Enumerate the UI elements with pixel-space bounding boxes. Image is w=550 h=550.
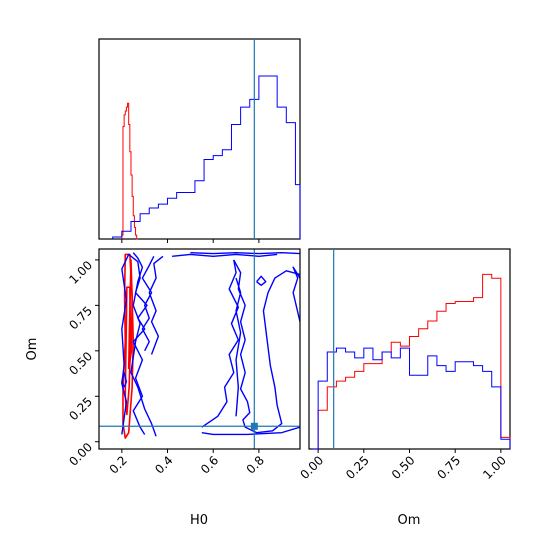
blue-contour-4 — [130, 252, 157, 437]
blue-contour-10 — [201, 259, 240, 428]
h0-axis-label: H0 — [190, 513, 208, 528]
blue-contour-15 — [201, 426, 300, 436]
om-marginal-tick-label: 0.00 — [297, 453, 326, 482]
om-marginal-tick-label: 0.25 — [343, 453, 372, 482]
h0-marginal-panel — [98, 38, 301, 243]
blue-contour-13 — [256, 275, 267, 287]
red-contour-2 — [127, 259, 133, 370]
h0-red-histogram — [121, 102, 138, 240]
h0-tick-label: 0.8 — [244, 453, 267, 476]
blue-contour-11 — [233, 259, 300, 434]
om-histograms — [312, 273, 511, 450]
h0-tick-label: 0.2 — [107, 453, 130, 476]
om-blue-histogram — [312, 347, 511, 450]
om-tick-label: 0.00 — [66, 440, 95, 469]
blue-contour-12 — [235, 277, 242, 417]
h0-marginal-ticks — [121, 239, 260, 243]
om-marginal-tick-label: 1.00 — [480, 453, 509, 482]
om-marginal-axis-label: Om — [398, 513, 421, 528]
h0-tick-label: 0.6 — [198, 453, 221, 476]
om-tick-label: 0.50 — [66, 349, 95, 378]
h0-histograms — [112, 75, 301, 240]
h0-om-joint-panel: 0.2 0.4 0.6 0.8 0.00 0.25 0.50 0.75 1.00 H0 Om — [25, 248, 301, 528]
h0-blue-histogram — [112, 75, 301, 239]
joint-x-ticks: 0.2 0.4 0.6 0.8 — [107, 449, 267, 477]
joint-y-ticks: 0.00 0.25 0.50 0.75 1.00 — [66, 258, 99, 469]
om-tick-label: 0.25 — [66, 394, 95, 423]
om-red-histogram — [312, 273, 511, 450]
blue-contour-7 — [148, 255, 164, 355]
om-marginal-tick-label: 0.50 — [389, 453, 418, 482]
om-marginal-panel: 0.00 0.25 0.50 0.75 1.00 Om — [297, 248, 511, 528]
truth-point-marker — [250, 422, 258, 430]
joint-contours — [121, 251, 300, 439]
blue-contour-8 — [172, 253, 278, 257]
h0-tick-label: 0.4 — [152, 453, 175, 476]
blue-contour-6 — [141, 255, 155, 352]
blue-contour-5 — [121, 371, 128, 388]
om-tick-label: 0.75 — [66, 304, 95, 333]
joint-truth-lines — [99, 249, 300, 449]
om-tick-label: 1.00 — [66, 258, 95, 287]
om-axis-label: Om — [25, 338, 40, 361]
om-marginal-tick-label: 0.75 — [435, 453, 464, 482]
blue-contour-14 — [292, 266, 300, 322]
om-x-ticks: 0.00 0.25 0.50 0.75 1.00 — [297, 449, 509, 482]
blue-contour-9 — [190, 251, 300, 255]
